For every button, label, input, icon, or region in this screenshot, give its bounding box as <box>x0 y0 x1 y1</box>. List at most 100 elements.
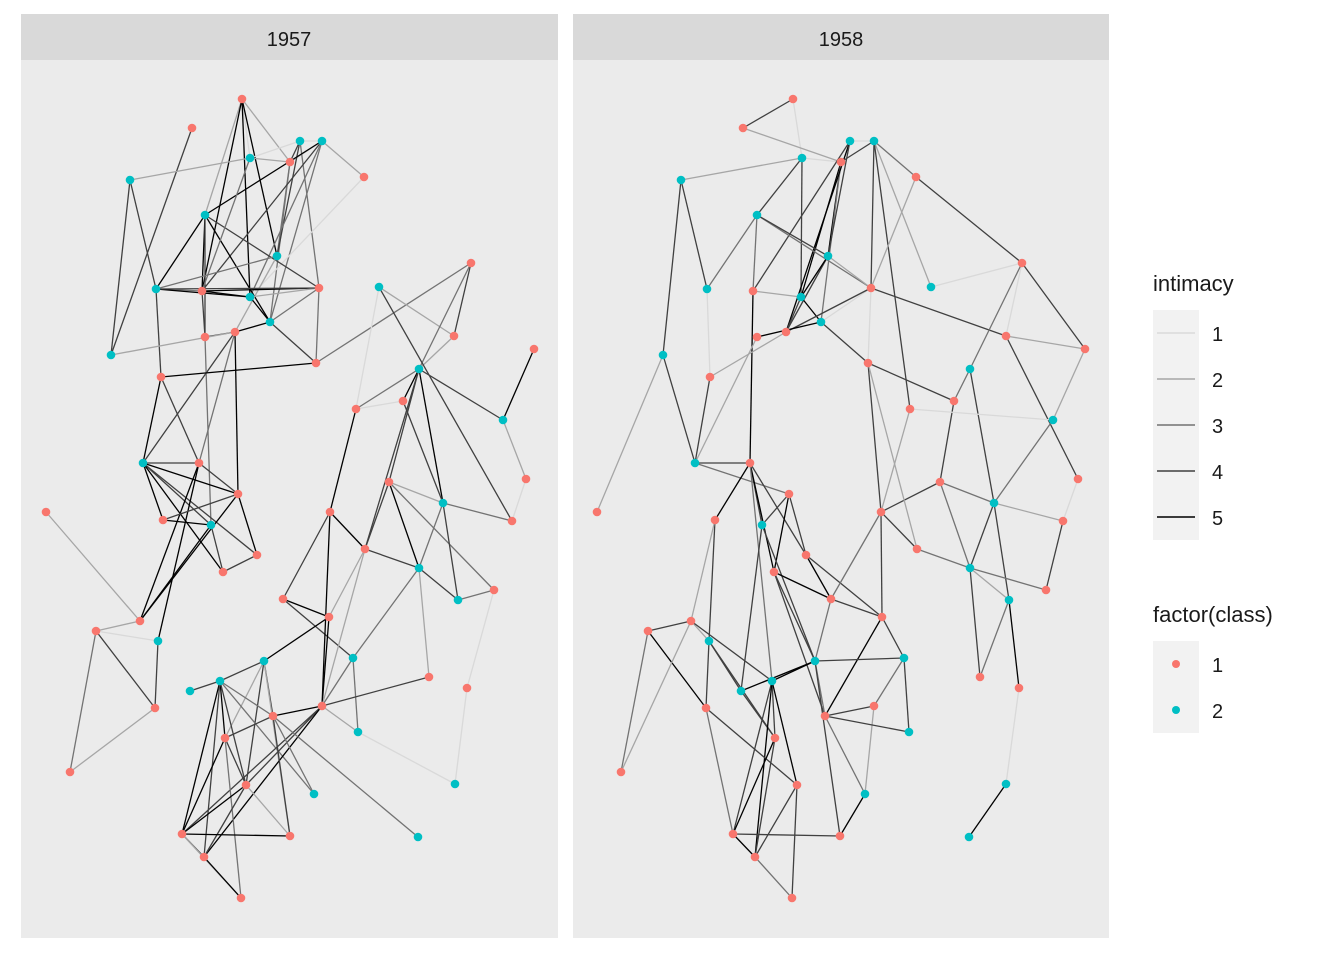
network-edge <box>355 286 380 410</box>
network-node-class-2 <box>860 789 870 799</box>
network-node-class-1 <box>769 567 779 577</box>
network-edge <box>881 616 905 659</box>
network-node-class-1 <box>398 396 408 406</box>
network-edge <box>321 657 354 707</box>
network-edge <box>880 481 941 513</box>
network-node-class-1 <box>230 327 240 337</box>
legend-item-intimacy-3: 3 <box>1153 402 1223 448</box>
network-edge <box>800 296 822 323</box>
network-node-class-1 <box>351 404 361 414</box>
network-node-class-1 <box>592 507 602 517</box>
network-edge <box>418 502 444 569</box>
network-node-class-2 <box>702 284 712 294</box>
network-edge <box>388 481 495 591</box>
network-edge <box>181 784 247 835</box>
network-edge <box>154 640 159 709</box>
network-node-class-1 <box>241 780 251 790</box>
network-node-class-2 <box>845 136 855 146</box>
network-edge <box>830 598 883 618</box>
network-edge <box>224 715 274 739</box>
network-edge <box>219 680 274 717</box>
network-edge <box>864 705 875 795</box>
network-edge <box>1021 262 1086 350</box>
network-edge <box>269 287 320 323</box>
network-node-class-2 <box>658 350 668 360</box>
network-node-class-1 <box>236 893 246 903</box>
network-node-class-2 <box>245 292 255 302</box>
network-edge <box>269 140 323 323</box>
network-edge <box>269 321 317 364</box>
network-node-class-2 <box>810 656 820 666</box>
network-edge <box>198 462 239 495</box>
network-edge <box>139 462 200 622</box>
network-node-class-1 <box>285 157 295 167</box>
network-node-class-2 <box>414 563 424 573</box>
network-node-class-2 <box>869 136 879 146</box>
network-edge <box>761 524 816 662</box>
network-edge <box>773 571 832 600</box>
network-edge <box>142 462 258 556</box>
network-node-class-1 <box>200 332 210 342</box>
network-edge <box>740 524 763 692</box>
network-node-class-2 <box>215 676 225 686</box>
legend-item-intimacy-2: 2 <box>1153 356 1223 402</box>
network-edge <box>714 462 751 521</box>
network-node-class-1 <box>529 344 539 354</box>
network-node-class-2 <box>964 832 974 842</box>
network-edge <box>201 140 323 292</box>
network-edge <box>740 690 776 739</box>
network-node-class-2 <box>200 210 210 220</box>
network-edge <box>142 462 164 521</box>
network-edge <box>740 660 816 692</box>
network-node-class-1 <box>781 327 791 337</box>
network-node-class-2 <box>413 832 423 842</box>
network-node-class-2 <box>450 779 460 789</box>
network-edge <box>272 715 291 837</box>
network-edge <box>791 784 798 899</box>
network-edge <box>129 179 157 290</box>
network-edge <box>756 157 803 216</box>
network-edge <box>219 680 226 739</box>
network-node-class-1 <box>91 626 101 636</box>
network-node-class-2 <box>796 292 806 302</box>
network-edge <box>969 567 1047 591</box>
network-edge <box>201 98 243 292</box>
network-edge <box>142 376 162 464</box>
network-node-class-1 <box>237 94 247 104</box>
facet-panel-1958: 1958 <box>573 14 1109 938</box>
network-edge <box>773 493 790 573</box>
network-node-class-2 <box>899 653 909 663</box>
network-edge <box>95 620 141 632</box>
network-edge <box>820 321 869 364</box>
network-edge <box>909 408 1054 421</box>
network-edge <box>705 707 798 786</box>
network-node-class-1 <box>489 585 499 595</box>
network-node-class-1 <box>135 616 145 626</box>
network-edge <box>705 640 710 709</box>
network-edge <box>647 620 692 632</box>
network-edge <box>814 598 832 662</box>
network-node-class-2 <box>317 136 327 146</box>
network-node-class-2 <box>823 251 833 261</box>
legend-item-class-1: 1 <box>1153 641 1223 687</box>
network-edge <box>705 707 734 835</box>
network-edge <box>418 567 430 678</box>
network-edge <box>181 705 323 835</box>
network-edge <box>155 214 206 290</box>
network-edge <box>241 98 291 163</box>
network-node-class-2 <box>676 175 686 185</box>
network-edge <box>979 599 1010 678</box>
legend-class: factor(class) 1 2 <box>1153 602 1273 733</box>
network-edge <box>690 620 773 682</box>
network-edge <box>181 833 291 837</box>
network-node-class-1 <box>220 733 230 743</box>
network-edge <box>873 140 911 410</box>
network-node-class-1 <box>1080 344 1090 354</box>
network-node-class-1 <box>194 458 204 468</box>
network-edge <box>694 462 790 495</box>
network-edge <box>378 286 513 522</box>
nodes-1958 <box>592 94 1090 903</box>
network-node-class-1 <box>869 701 879 711</box>
network-edge <box>680 179 708 290</box>
network-edge <box>329 408 357 513</box>
